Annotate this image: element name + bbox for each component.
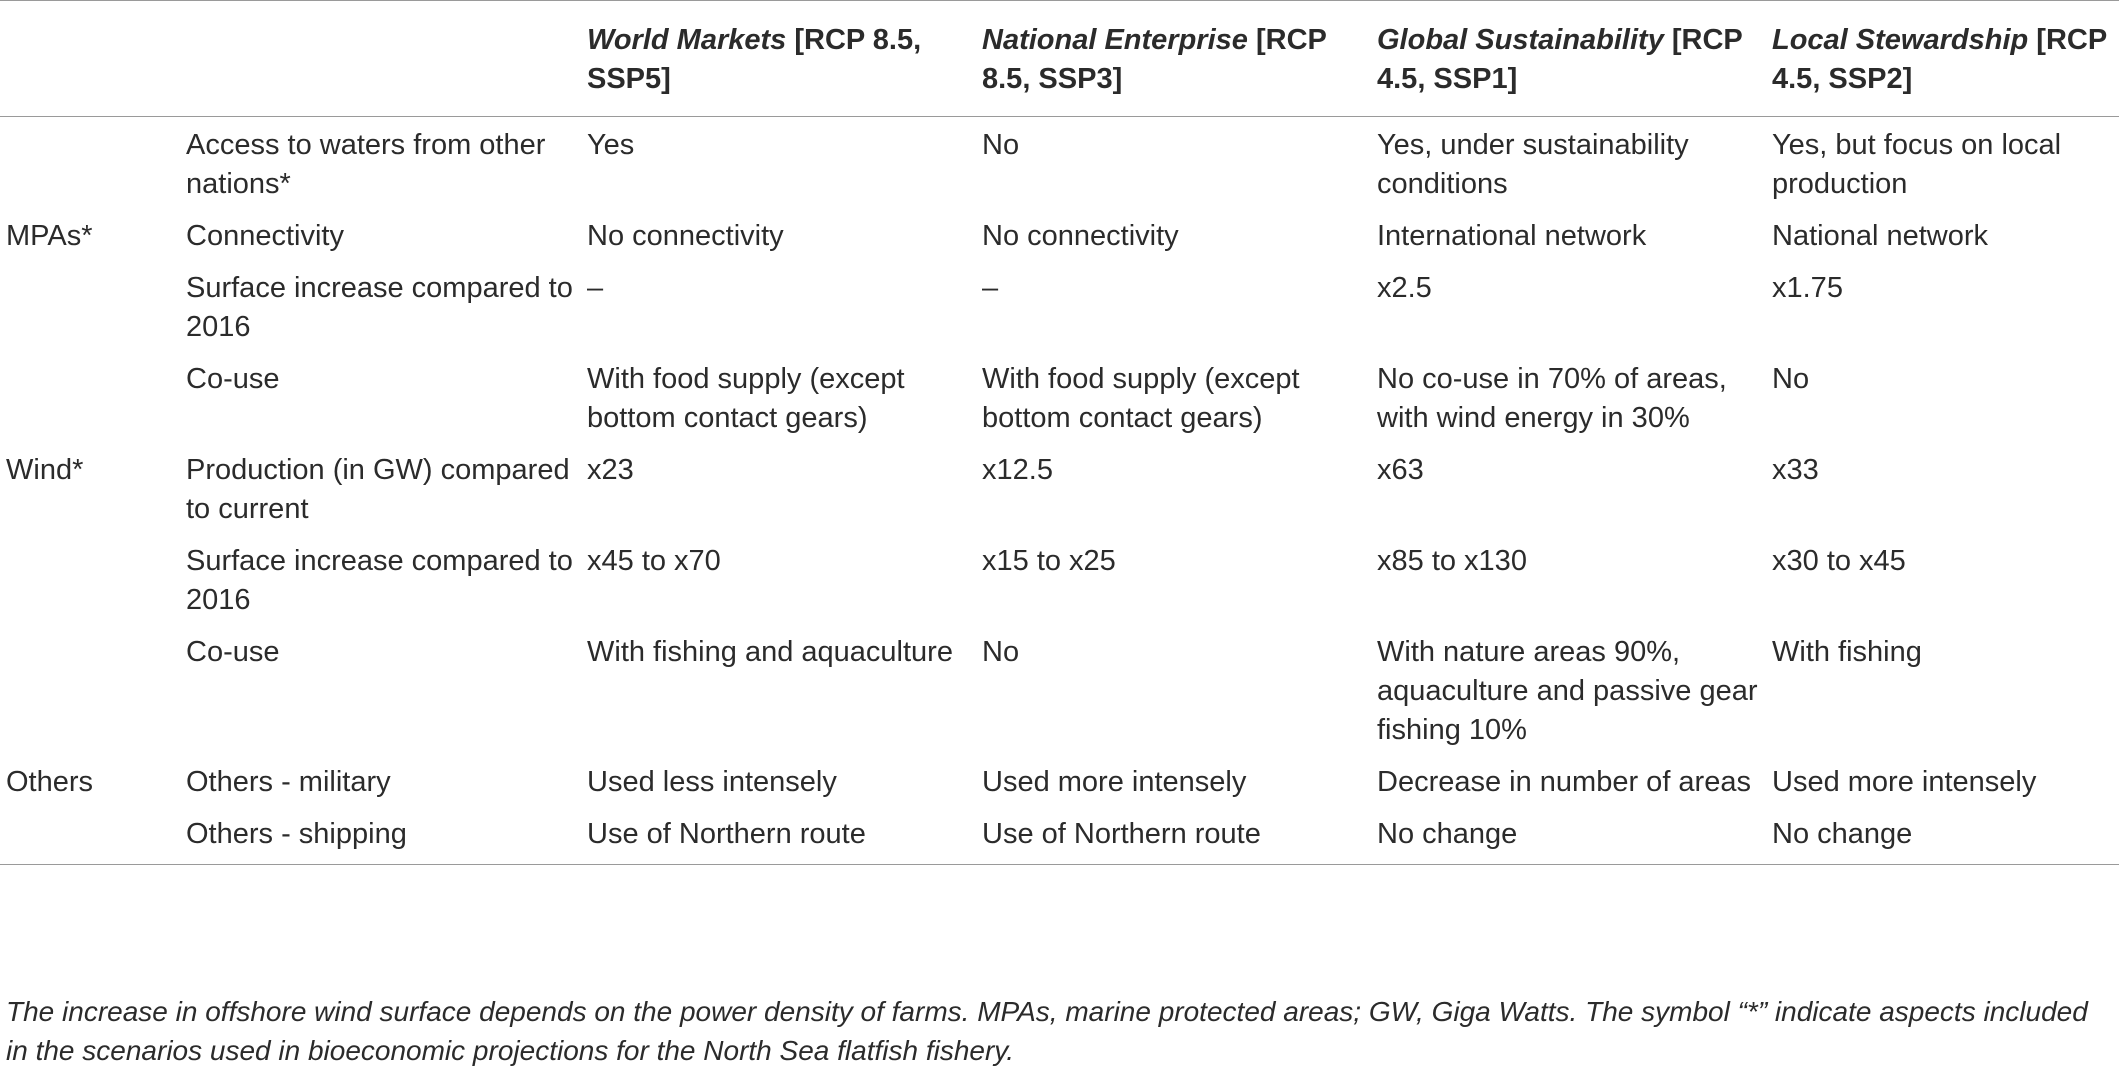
table-cell — [0, 351, 180, 442]
header-cell-local-stewardship: Local Stewardship [RCP 4.5, SSP2] — [1766, 0, 2119, 117]
table-cell: With food supply (except bottom contact … — [982, 363, 1300, 434]
table-cell: Surface increase compared to 2016 — [186, 272, 573, 343]
table-cell: No connectivity — [982, 220, 1179, 252]
table-row: MPAs* Connectivity No connectivity No co… — [0, 208, 2119, 260]
table-row: Others Others - military Used less inten… — [0, 754, 2119, 806]
table-cell: National network — [1772, 220, 1988, 252]
table-cell: Co-use — [186, 363, 280, 395]
table-cell: No — [1772, 363, 1810, 395]
table-cell: x63 — [1377, 454, 1424, 486]
table-cell: Use of Northern route — [976, 806, 1371, 865]
table-cell: With fishing — [1772, 636, 1922, 668]
table-row: Wind* Production (in GW) compared to cur… — [0, 442, 2119, 533]
table-cell: Connectivity — [186, 220, 344, 252]
table-row: Others - shipping Use of Northern route … — [0, 806, 2119, 865]
table-cell: No — [982, 129, 1020, 161]
table-cell: x85 to x130 — [1377, 545, 1527, 577]
table-footnote: The increase in offshore wind surface de… — [6, 996, 2088, 1066]
table-cell: x12.5 — [982, 454, 1053, 486]
header-cell-aspect — [180, 0, 581, 117]
table-cell: No change — [1371, 806, 1766, 865]
table-cell: Access to waters from other nations* — [186, 129, 546, 200]
table-cell: Wind* — [6, 454, 84, 486]
header-cell-category — [0, 0, 180, 117]
table-row: Co-use With fishing and aquaculture No W… — [0, 624, 2119, 754]
table-body: Access to waters from other nations* Yes… — [0, 117, 2119, 865]
table-cell: x15 to x25 — [982, 545, 1116, 577]
table-cell — [0, 117, 180, 209]
header-cell-national-enterprise: National Enterprise [RCP 8.5, SSP3] — [976, 0, 1371, 117]
table-cell — [0, 806, 180, 865]
header-cell-global-sustainability: Global Sustainability [RCP 4.5, SSP1] — [1371, 0, 1766, 117]
table-cell: x2.5 — [1377, 272, 1432, 304]
table-cell: Surface increase compared to 2016 — [186, 545, 573, 616]
table-cell: – — [587, 272, 604, 304]
header-row: World Markets [RCP 8.5, SSP5] National E… — [0, 0, 2119, 117]
table-cell — [0, 533, 180, 624]
table-cell — [0, 260, 180, 351]
table-cell: Yes, under sustainability conditions — [1377, 129, 1689, 200]
table-header: World Markets [RCP 8.5, SSP5] National E… — [0, 0, 2119, 117]
table-cell: Yes — [587, 129, 635, 161]
table-cell: MPAs* — [6, 220, 93, 252]
table-cell: x23 — [587, 454, 634, 486]
table-cell: Yes, but focus on local production — [1772, 129, 2062, 200]
table-cell: x45 to x70 — [587, 545, 721, 577]
table-row: Co-use With food supply (except bottom c… — [0, 351, 2119, 442]
table-cell: With nature areas 90%, aquaculture and p… — [1377, 636, 1758, 746]
table-cell — [0, 624, 180, 754]
header-cell-world-markets: World Markets [RCP 8.5, SSP5] — [581, 0, 976, 117]
table-cell: No connectivity — [587, 220, 784, 252]
scenario-table: World Markets [RCP 8.5, SSP5] National E… — [0, 0, 2119, 865]
table-cell: With food supply (except bottom contact … — [587, 363, 905, 434]
table-cell: – — [982, 272, 999, 304]
table-cell: Used less intensely — [587, 766, 837, 798]
table-row: Surface increase compared to 2016 x45 to… — [0, 533, 2119, 624]
table-cell: Co-use — [186, 636, 280, 668]
table-cell: Others — [6, 766, 94, 798]
table-row: Access to waters from other nations* Yes… — [0, 117, 2119, 209]
table-cell: x1.75 — [1772, 272, 1843, 304]
table-row: Surface increase compared to 2016 – – x2… — [0, 260, 2119, 351]
table-cell: With fishing and aquaculture — [587, 636, 953, 668]
table-cell: Used more intensely — [982, 766, 1247, 798]
table-cell: No — [982, 636, 1020, 668]
table-cell: Used more intensely — [1772, 766, 2037, 798]
table-cell: International network — [1377, 220, 1647, 252]
table-cell: No change — [1766, 806, 2119, 865]
table-cell: x33 — [1772, 454, 1819, 486]
table-cell: Others - military — [186, 766, 391, 798]
table-cell: No co-use in 70% of areas, with wind ene… — [1377, 363, 1727, 434]
table-cell: x30 to x45 — [1772, 545, 1906, 577]
table-cell: Production (in GW) compared to current — [186, 454, 570, 525]
table-cell: Use of Northern route — [581, 806, 976, 865]
table-cell: Others - shipping — [180, 806, 581, 865]
table-cell: Decrease in number of areas — [1377, 766, 1751, 798]
